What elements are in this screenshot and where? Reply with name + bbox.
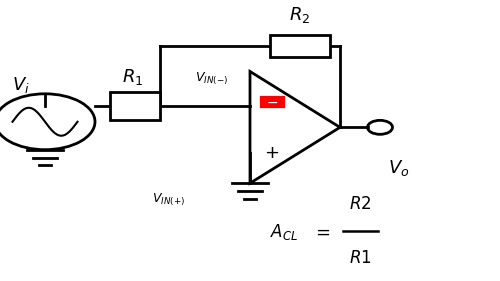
Text: $A_{CL}$: $A_{CL}$ — [270, 222, 298, 242]
Text: $R1$: $R1$ — [348, 249, 372, 267]
FancyBboxPatch shape — [261, 97, 283, 107]
FancyBboxPatch shape — [110, 92, 160, 120]
Text: $R2$: $R2$ — [348, 194, 372, 212]
Text: $R_1$: $R_1$ — [122, 67, 143, 87]
Text: $V_{IN(-)}$: $V_{IN(-)}$ — [195, 71, 228, 87]
Text: $V_i$: $V_i$ — [12, 75, 30, 95]
Text: $R_2$: $R_2$ — [290, 5, 310, 25]
Text: $V_{IN(+)}$: $V_{IN(+)}$ — [152, 192, 186, 208]
Text: $V_o$: $V_o$ — [388, 158, 409, 178]
FancyBboxPatch shape — [270, 35, 330, 58]
Text: $=$: $=$ — [312, 223, 331, 241]
Text: $-$: $-$ — [266, 95, 278, 109]
Text: $+$: $+$ — [264, 144, 280, 162]
